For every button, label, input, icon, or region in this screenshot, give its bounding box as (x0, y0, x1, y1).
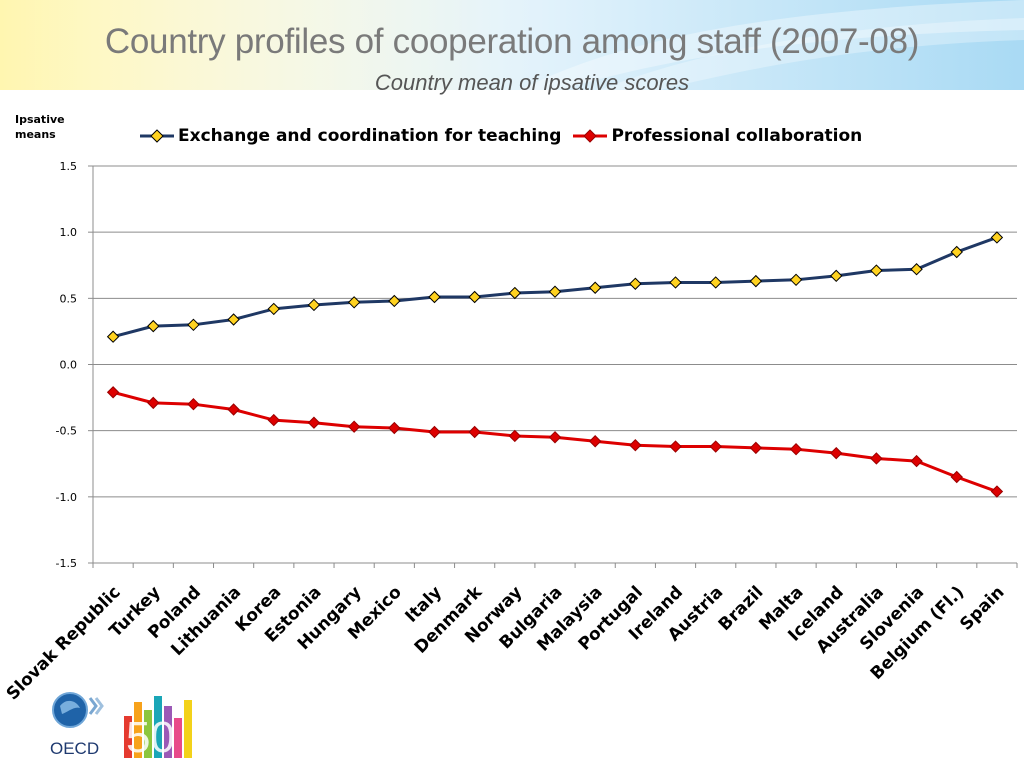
data-point (588, 435, 602, 448)
data-point (468, 290, 481, 304)
data-point (629, 277, 642, 290)
data-point (508, 286, 522, 300)
y-tick-label: 1.0 (60, 226, 78, 239)
oecd-logo-text: OECD (50, 739, 99, 758)
oecd-50-logo: OECD 50 (50, 692, 192, 760)
data-point (147, 396, 160, 410)
data-point (830, 446, 843, 460)
x-tick-label: Brazil (715, 582, 768, 635)
data-point (227, 403, 240, 416)
legend-item-exchange: Exchange and coordination for teaching (140, 126, 561, 146)
data-point (468, 425, 481, 439)
legend-item-professional: Professional collaboration (573, 126, 862, 146)
data-point (870, 264, 883, 277)
y-tick-label: 0.0 (60, 359, 78, 372)
data-point (187, 397, 200, 411)
data-point (709, 276, 722, 289)
logo-number: 50 (126, 713, 175, 760)
data-point (548, 431, 562, 444)
y-tick-label: 0.5 (60, 292, 78, 305)
data-point (347, 420, 361, 433)
data-point (388, 421, 401, 435)
data-point (227, 313, 240, 326)
data-point (749, 441, 763, 455)
data-point (508, 429, 522, 443)
data-point (990, 485, 1004, 498)
data-point (267, 413, 280, 427)
data-point (428, 425, 441, 439)
data-point (428, 290, 441, 304)
slide-title: Country profiles of cooperation among st… (104, 22, 920, 61)
data-point (307, 416, 321, 429)
data-point (669, 440, 682, 453)
legend-label-professional: Professional collaboration (611, 126, 863, 146)
data-point (307, 298, 321, 312)
y-tick-label: 1.5 (60, 160, 78, 173)
data-point (830, 269, 843, 283)
data-point (789, 442, 803, 456)
data-point (789, 273, 803, 287)
legend-marker-professional (573, 129, 608, 143)
y-axis-label: Ipsative means (15, 113, 65, 141)
data-point (347, 296, 361, 309)
slide-subtitle: Country mean of ipsative scores (374, 70, 690, 95)
data-point (187, 318, 200, 332)
data-point (388, 294, 401, 308)
header-decoration (0, 0, 1024, 90)
data-point (588, 281, 602, 294)
y-tick-label: -1.5 (56, 557, 77, 570)
legend-label-exchange: Exchange and coordination for teaching (178, 126, 562, 146)
x-tick-label: Slovak Republic (3, 582, 125, 704)
data-point (629, 439, 642, 452)
data-point (106, 330, 120, 343)
data-point (106, 386, 120, 399)
data-point (870, 452, 883, 465)
data-point (910, 263, 923, 276)
legend-marker-exchange (140, 129, 174, 143)
data-point (267, 302, 280, 316)
chart-legend: Exchange and coordination for teaching P… (140, 123, 874, 149)
data-point (910, 454, 923, 468)
y-tick-label: -1.0 (56, 491, 77, 504)
data-point (749, 274, 763, 288)
data-point (950, 245, 963, 259)
data-point (669, 276, 682, 289)
data-point (990, 231, 1004, 244)
x-tick-label: Spain (956, 582, 1008, 634)
y-tick-label: -0.5 (56, 425, 77, 438)
data-point (709, 440, 722, 453)
data-point (147, 319, 160, 333)
data-point (950, 470, 963, 484)
data-point (548, 285, 562, 298)
